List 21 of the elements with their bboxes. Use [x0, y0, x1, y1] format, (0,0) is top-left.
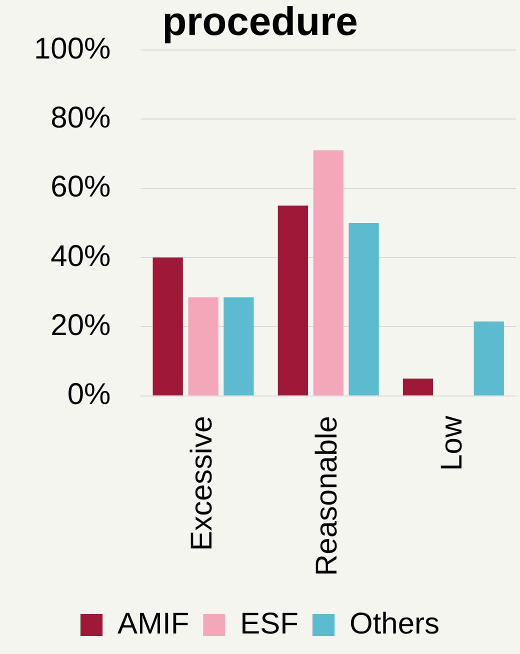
bar [313, 150, 344, 396]
y-tick-label: 60% [50, 170, 111, 204]
x-tick-label: Reasonable [310, 416, 344, 576]
legend-label: Others [349, 607, 440, 640]
y-tick-label: 20% [50, 308, 111, 342]
bar [152, 258, 183, 396]
chart-title: procedure [162, 0, 358, 44]
bar [348, 222, 379, 396]
x-tick-label: Low [436, 416, 469, 471]
x-tick-label: Excessive [186, 416, 219, 551]
bar [224, 297, 254, 396]
legend-label: AMIF [117, 607, 190, 640]
y-tick-label: 0% [67, 378, 111, 412]
legend-label: ESF [240, 607, 298, 640]
bar [474, 322, 504, 396]
bar [188, 297, 218, 396]
bar [402, 378, 434, 396]
y-tick-label: 40% [50, 240, 111, 273]
bar [278, 206, 308, 396]
y-tick-label: 100% [34, 32, 111, 66]
y-tick-label: 80% [50, 101, 111, 134]
